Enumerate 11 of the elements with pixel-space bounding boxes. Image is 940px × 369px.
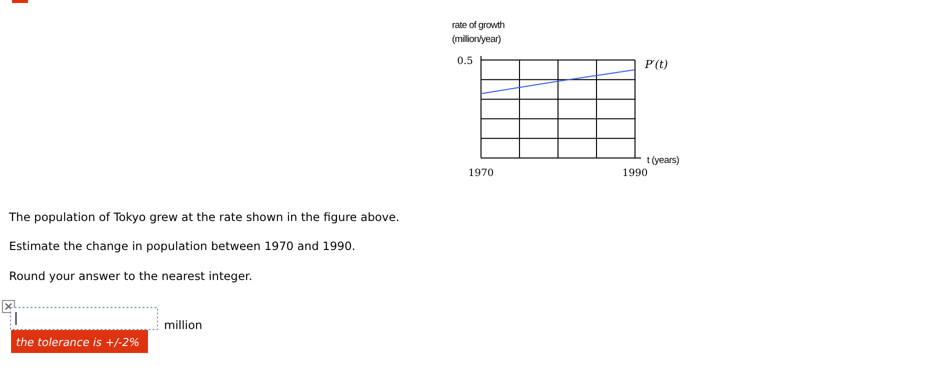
text: million xyxy=(164,318,202,332)
text: 0.5 xyxy=(457,56,473,67)
x-tick-label: 1990 xyxy=(622,168,648,179)
text: The population of Tokyo grew at the rate shown in the figure above. xyxy=(8,210,400,224)
x-axis-title: t (years) xyxy=(647,155,680,166)
series-label: P′(t) xyxy=(644,58,668,71)
x-tick-label: 1970 xyxy=(468,168,494,179)
text: the tolerance is +/-2% xyxy=(16,336,140,349)
text: Estimate the change in population between 1970 and 1990. xyxy=(9,239,356,253)
y-axis-title: rate of growth (million/year) xyxy=(452,20,505,45)
text: Round your answer to the nearest integer. xyxy=(9,269,252,283)
